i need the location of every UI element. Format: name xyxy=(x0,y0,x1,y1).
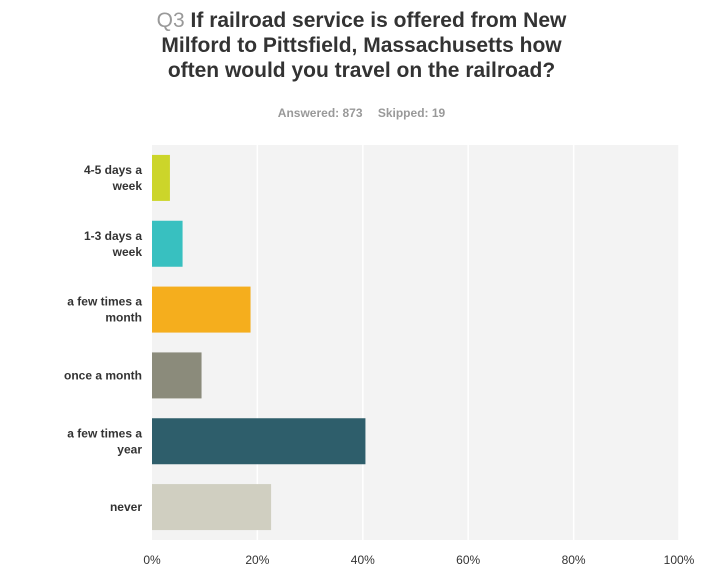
bar xyxy=(152,154,170,201)
x-tick-label: 60% xyxy=(456,553,480,567)
response-summary: Answered: 873 Skipped: 19 xyxy=(0,106,723,120)
x-tick-label: 20% xyxy=(245,553,269,567)
category-label: 1-3 days a week xyxy=(84,229,142,259)
bar xyxy=(152,484,272,531)
bar xyxy=(152,286,251,333)
x-tick-label: 40% xyxy=(351,553,375,567)
category-label: 4-5 days a week xyxy=(84,163,142,193)
bar xyxy=(152,418,366,465)
answered-count: Answered: 873 xyxy=(277,106,363,120)
category-label: once a month xyxy=(64,368,142,382)
x-tick-label: 100% xyxy=(664,553,695,567)
plot-background xyxy=(152,145,679,540)
question-text: If railroad service is offered from New … xyxy=(161,9,567,82)
x-tick-label: 80% xyxy=(562,553,586,567)
category-label: a few times a year xyxy=(67,426,142,456)
category-label: a few times a month xyxy=(67,295,142,325)
question-number: Q3 xyxy=(156,9,185,32)
bar xyxy=(152,352,202,399)
bar xyxy=(152,220,183,267)
category-label: never xyxy=(110,500,142,514)
chart-title: Q3 If railroad service is offered from N… xyxy=(0,8,723,83)
skipped-count: Skipped: 19 xyxy=(377,106,446,120)
x-tick-label: 0% xyxy=(143,553,161,567)
